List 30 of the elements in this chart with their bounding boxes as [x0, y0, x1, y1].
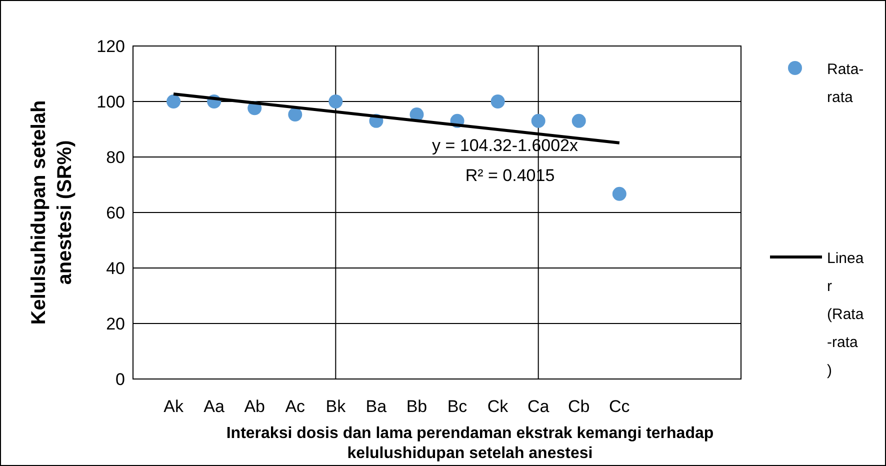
legend-label: Linear (Rata-rata) [827, 250, 864, 379]
point [288, 108, 302, 122]
y-tick-label: 20 [106, 314, 125, 334]
x-tick-label: Bk [326, 397, 346, 416]
point [490, 94, 505, 108]
x-tick-label: Bc [447, 397, 468, 416]
point [612, 186, 626, 201]
x-tick-label: Ck [487, 397, 509, 416]
legend-label: Rata-rata [827, 61, 864, 106]
x-tick-label: Ab [244, 397, 265, 416]
y-tick-label: 60 [106, 204, 125, 222]
point [572, 114, 586, 128]
x-tick-label: Ac [285, 397, 306, 416]
x-tick-label: Bb [406, 397, 428, 416]
point [531, 114, 546, 128]
x-axis-title: Interaksi dosis dan lama perendaman ekstrak kemangi terhadap kelulushidupan setelah anestesi [226, 425, 714, 462]
y-axis-title: Kelulsuhidupan setelah anestesi (SR%) [28, 100, 76, 325]
y-tick-label: 80 [106, 148, 125, 167]
x-tick-label: Ak [164, 397, 184, 416]
y-tick-label: 120 [96, 37, 125, 56]
y-tick-label: 40 [106, 259, 125, 278]
y-tick-label: 0 [116, 370, 125, 389]
x-tick-label: Ba [366, 397, 388, 416]
x-tick-label: Cb [568, 397, 590, 416]
y-tick-label: 100 [96, 92, 125, 112]
point [328, 94, 343, 108]
x-tick-label: Cc [609, 397, 630, 416]
point [166, 94, 181, 108]
x-tick-label: Ca [527, 397, 550, 416]
x-tick-label: Aa [204, 397, 226, 416]
